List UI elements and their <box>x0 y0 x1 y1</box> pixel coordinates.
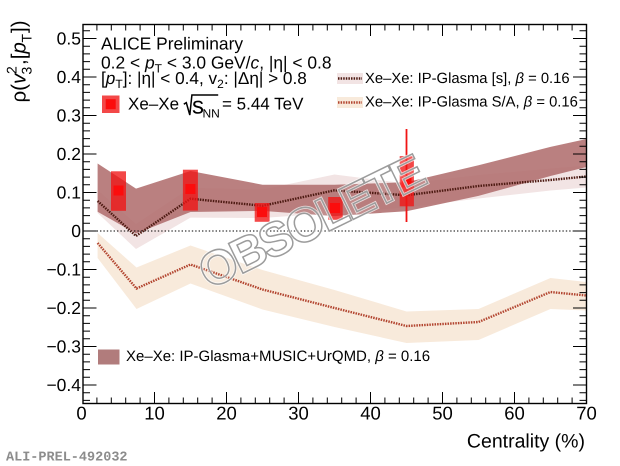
svg-text:2: 2 <box>4 66 20 74</box>
svg-text:[pT]: |η| < 0.4, v2: |Δη| > 0.: [pT]: |η| < 0.4, v2: |Δη| > 0.8 <box>101 68 307 91</box>
svg-text:NN: NN <box>203 107 220 121</box>
svg-text:,[p: ,[p <box>8 42 31 65</box>
svg-text:Xe–Xe: Xe–Xe <box>128 95 179 114</box>
svg-text:Centrality (%): Centrality (%) <box>467 431 585 453</box>
svg-text:s: s <box>192 93 204 120</box>
svg-text:ALI-PREL-492032: ALI-PREL-492032 <box>6 451 128 466</box>
svg-text:−0.3: −0.3 <box>46 337 81 357</box>
svg-text:0.1: 0.1 <box>57 183 81 203</box>
svg-text:−0.4: −0.4 <box>46 375 81 395</box>
svg-text:20: 20 <box>216 403 237 424</box>
svg-text:Xe–Xe: IP-Glasma+MUSIC+UrQMD,: Xe–Xe: IP-Glasma+MUSIC+UrQMD, β = 0.16 <box>126 348 430 365</box>
svg-text:0.3: 0.3 <box>57 106 81 126</box>
svg-text:3: 3 <box>19 67 35 75</box>
svg-text:]): ]) <box>8 20 31 33</box>
svg-text:Xe–Xe: IP-Glasma S/A, β = 0.16: Xe–Xe: IP-Glasma S/A, β = 0.16 <box>365 95 578 111</box>
svg-text:0.4: 0.4 <box>57 67 82 87</box>
svg-text:ρ(v: ρ(v <box>8 72 31 103</box>
svg-text:30: 30 <box>288 403 309 424</box>
svg-text:−0.2: −0.2 <box>46 298 81 318</box>
svg-text:10: 10 <box>144 403 165 424</box>
svg-text:60: 60 <box>504 403 525 424</box>
svg-text:−0.1: −0.1 <box>46 260 81 280</box>
svg-text:Xe–Xe: IP-Glasma [s], β = 0.16: Xe–Xe: IP-Glasma [s], β = 0.16 <box>365 71 570 87</box>
svg-text:= 5.44 TeV: = 5.44 TeV <box>222 95 304 114</box>
svg-text:50: 50 <box>432 403 453 424</box>
svg-text:ALICE Preliminary: ALICE Preliminary <box>101 34 243 54</box>
svg-text:0.5: 0.5 <box>57 29 81 49</box>
svg-text:0: 0 <box>71 221 81 241</box>
svg-text:70: 70 <box>576 403 597 424</box>
svg-text:0: 0 <box>76 403 86 424</box>
svg-text:T: T <box>19 34 35 43</box>
svg-text:40: 40 <box>360 403 381 424</box>
svg-text:0.2: 0.2 <box>57 144 81 164</box>
